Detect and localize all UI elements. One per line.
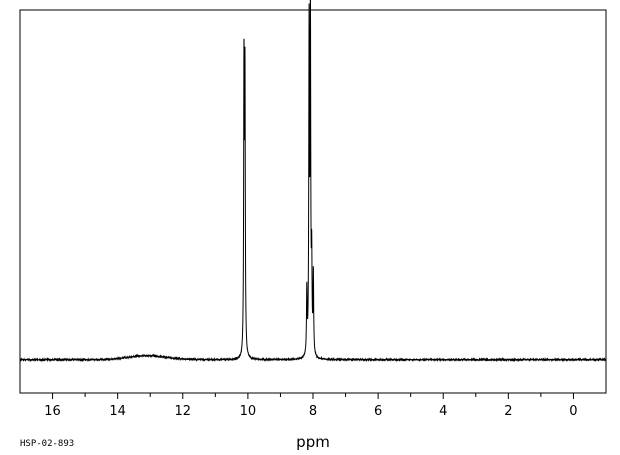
sample-code-label: HSP-02-893 — [20, 439, 74, 449]
plot-frame — [19, 9, 607, 394]
x-tick-label: 12 — [175, 404, 192, 419]
x-tick-label: 6 — [374, 404, 382, 419]
x-tick-label: 8 — [309, 404, 317, 419]
x-axis-major-ticks — [52, 393, 574, 399]
x-tick-label: 14 — [109, 404, 126, 419]
x-tick-label: 4 — [439, 404, 447, 419]
spectrum-trace — [19, 0, 607, 363]
x-axis-minor-ticks — [84, 393, 542, 397]
x-tick-label: 16 — [44, 404, 61, 419]
x-axis-tick-labels: 16 14 12 10 8 6 4 2 0 — [44, 404, 577, 419]
x-axis-label: ppm — [296, 433, 330, 451]
x-tick-label: 10 — [240, 404, 257, 419]
x-tick-label: 2 — [504, 404, 512, 419]
x-tick-label: 0 — [569, 404, 577, 419]
